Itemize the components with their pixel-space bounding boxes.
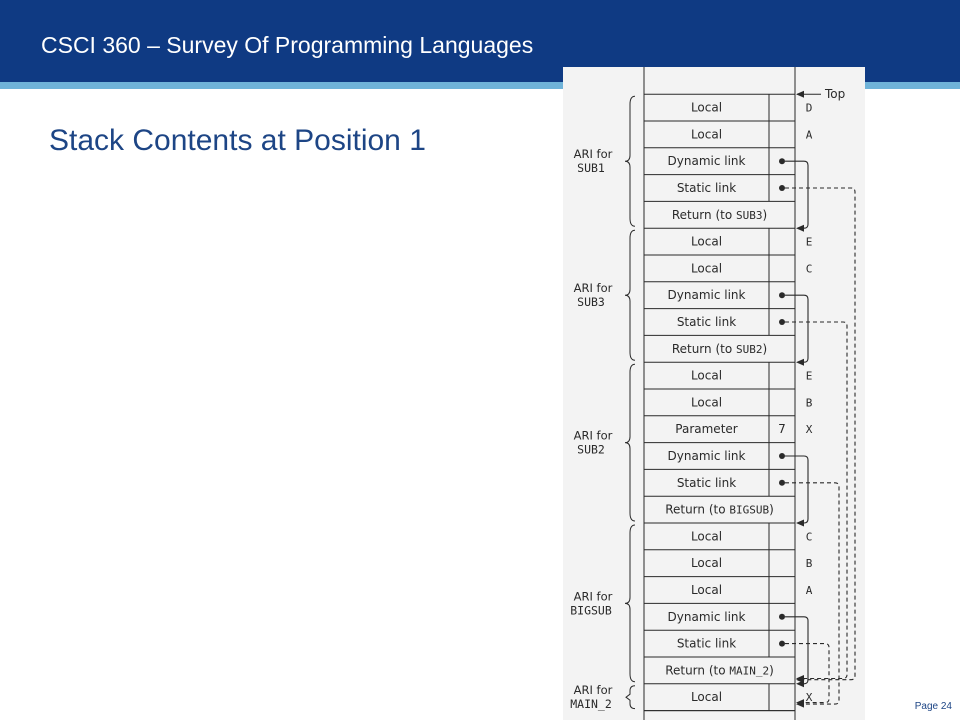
link-pointer-dot bbox=[779, 158, 785, 165]
cell-label: Local bbox=[691, 369, 722, 383]
dynamic-link-arrow bbox=[785, 294, 809, 363]
ari-name: SUB2 bbox=[577, 443, 605, 457]
static-link-arrowhead bbox=[796, 699, 804, 707]
link-pointer-dot bbox=[779, 292, 785, 299]
cell-label: Local bbox=[691, 395, 722, 409]
cell-label: Static link bbox=[677, 476, 736, 490]
cell-label: Local bbox=[691, 690, 722, 704]
ari-brace bbox=[624, 229, 636, 361]
static-link-arrow bbox=[785, 321, 848, 680]
header-stripe bbox=[0, 82, 960, 89]
cell-label: Local bbox=[691, 529, 722, 543]
variable-name: A bbox=[806, 128, 813, 141]
ari-label: ARI for bbox=[574, 281, 613, 295]
ari-label: ARI for bbox=[574, 683, 613, 697]
ari-brace bbox=[625, 685, 636, 710]
return-address-label: Return (to SUB2) bbox=[672, 342, 767, 356]
variable-name: B bbox=[806, 396, 813, 409]
dynamic-link-arrowhead bbox=[796, 224, 804, 232]
stack-diagram: Top Local D Local A Dynamic link Static link Re… bbox=[563, 67, 865, 720]
slide-title: Stack Contents at Position 1 bbox=[49, 124, 426, 157]
link-pointer-dot bbox=[779, 185, 785, 191]
variable-name: X bbox=[806, 423, 813, 436]
top-arrow-head bbox=[796, 90, 804, 98]
ari-label: ARI for bbox=[574, 429, 613, 443]
cell-label: Local bbox=[691, 235, 722, 249]
dynamic-link-arrow bbox=[785, 455, 809, 524]
cell-label: Local bbox=[691, 127, 722, 141]
static-link-arrow bbox=[785, 187, 856, 681]
cell-value: 7 bbox=[778, 422, 786, 436]
ari-name: SUB3 bbox=[577, 295, 605, 309]
ari-label: ARI for bbox=[574, 589, 613, 603]
variable-name: C bbox=[806, 262, 813, 275]
cell-label: Static link bbox=[677, 315, 736, 329]
cell-label: Parameter bbox=[675, 422, 737, 436]
variable-name: X bbox=[806, 691, 813, 704]
ari-name: SUB1 bbox=[577, 161, 605, 175]
variable-name: E bbox=[806, 370, 813, 383]
cell-label: Static link bbox=[677, 637, 736, 651]
ari-name: MAIN_2 bbox=[570, 697, 612, 711]
ari-brace bbox=[624, 95, 636, 227]
stack-diagram-svg: Top Local D Local A Dynamic link Static link Re… bbox=[570, 67, 856, 720]
ari-label: ARI for bbox=[574, 147, 613, 161]
variable-name: D bbox=[806, 102, 813, 115]
link-pointer-dot bbox=[779, 640, 785, 647]
cell-label: Local bbox=[691, 583, 722, 597]
cell-label: Local bbox=[691, 261, 722, 275]
ari-brace bbox=[624, 524, 636, 683]
link-pointer-dot bbox=[779, 453, 785, 459]
static-link-arrow bbox=[785, 643, 830, 704]
return-address-label: Return (to MAIN_2) bbox=[665, 663, 774, 677]
return-address-label: Return (to BIGSUB) bbox=[665, 503, 774, 517]
link-pointer-dot bbox=[779, 319, 785, 325]
dynamic-link-arrowhead bbox=[796, 358, 804, 366]
top-label: Top bbox=[824, 87, 845, 101]
variable-name: A bbox=[806, 584, 813, 597]
dynamic-link-arrowhead bbox=[796, 519, 804, 527]
cell-label: Local bbox=[691, 556, 722, 570]
link-pointer-dot bbox=[779, 479, 785, 486]
static-link-arrow bbox=[785, 482, 840, 705]
dynamic-link-arrow bbox=[785, 160, 809, 229]
variable-name: E bbox=[806, 236, 813, 249]
cell-label: Local bbox=[691, 101, 722, 115]
course-title: CSCI 360 – Survey Of Programming Languag… bbox=[41, 32, 534, 58]
cell-label: Dynamic link bbox=[668, 288, 746, 302]
ari-brace bbox=[624, 363, 636, 522]
return-address-label: Return (to SUB3) bbox=[672, 208, 767, 222]
ari-name: BIGSUB bbox=[570, 603, 612, 617]
cell-label: Static link bbox=[677, 181, 736, 195]
dynamic-link-arrow bbox=[785, 616, 809, 685]
static-link-arrowhead bbox=[796, 675, 804, 682]
link-pointer-dot bbox=[779, 613, 785, 620]
cell-label: Dynamic link bbox=[668, 449, 746, 463]
variable-name: C bbox=[806, 530, 813, 543]
page-number: Page 24 bbox=[914, 701, 952, 712]
cell-label: Dynamic link bbox=[668, 154, 746, 168]
cell-label: Dynamic link bbox=[668, 610, 746, 624]
variable-name: B bbox=[806, 557, 813, 570]
